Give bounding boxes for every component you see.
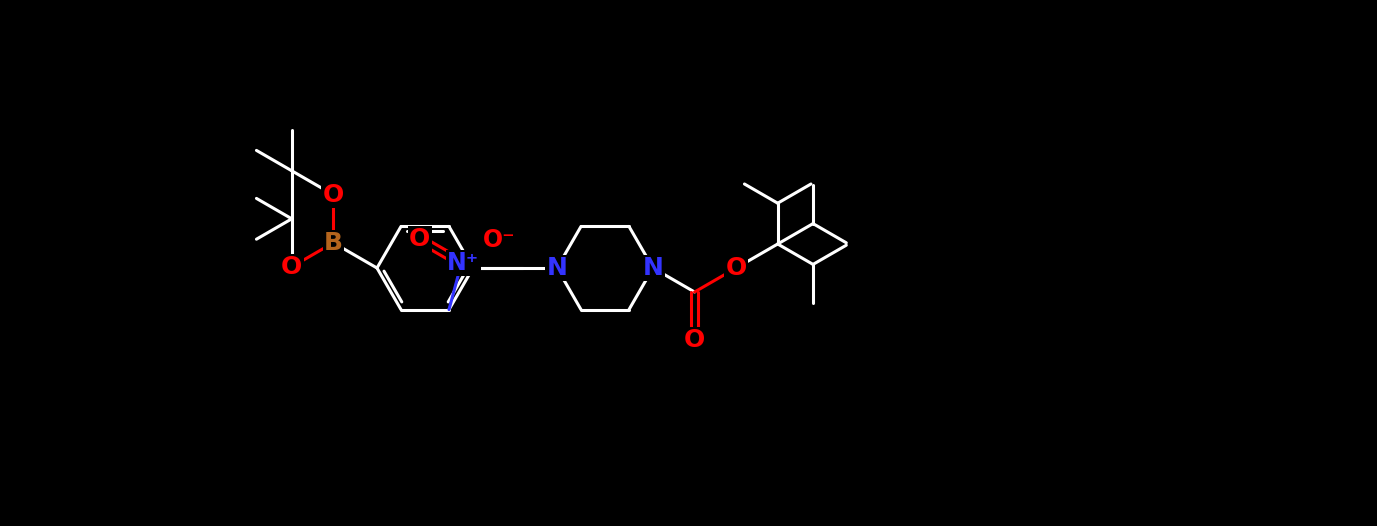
Text: O⁻: O⁻ (482, 228, 515, 252)
Text: N: N (643, 256, 664, 280)
Text: O: O (322, 183, 344, 207)
Text: O: O (726, 256, 746, 280)
Text: O: O (684, 328, 705, 352)
Text: O: O (281, 255, 303, 279)
Text: B: B (324, 231, 343, 255)
Text: N: N (547, 256, 567, 280)
Text: N⁺: N⁺ (448, 251, 479, 275)
Text: O: O (409, 227, 431, 251)
